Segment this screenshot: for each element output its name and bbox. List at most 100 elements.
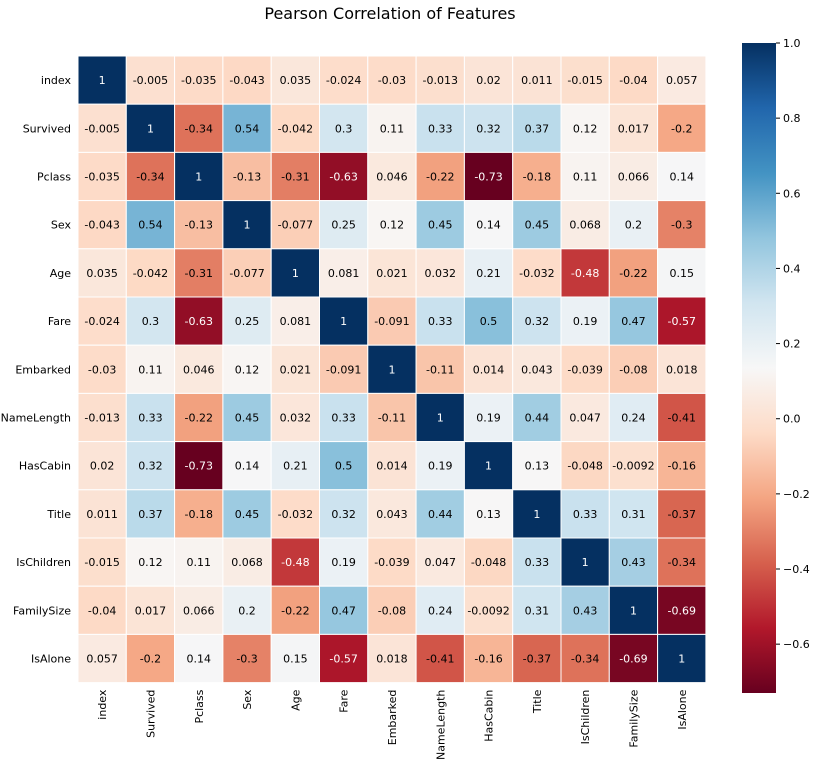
cell-value-label: 0.37 xyxy=(525,122,550,135)
cell-value-label: 0.15 xyxy=(670,267,695,280)
heatmap-cell xyxy=(367,248,417,298)
heatmap-cell xyxy=(125,296,176,346)
cell-value-label: 1 xyxy=(678,653,685,666)
cell-value-label: -0.57 xyxy=(329,653,357,666)
y-tick-label: NameLength xyxy=(1,412,71,425)
heatmap-cell xyxy=(463,344,514,394)
heatmap-cell xyxy=(222,200,272,250)
cell-value-label: -0.04 xyxy=(619,74,647,87)
cell-value-label: 0.45 xyxy=(428,219,453,232)
cell-value-label: 0.45 xyxy=(235,508,260,521)
heatmap-cell xyxy=(512,103,562,153)
heatmap-cell xyxy=(319,103,369,153)
heatmap-cell xyxy=(174,151,224,202)
heatmap-cell xyxy=(77,537,127,587)
cell-value-label: 0.44 xyxy=(525,412,550,425)
y-tick-label: IsChildren xyxy=(16,556,71,569)
x-axis-tick-labels: index Survived Pclass Sex Age Fare Embarked Nam… xyxy=(96,689,689,759)
heatmap-cell xyxy=(367,585,417,635)
chart-title: Pearson Correlation of Features xyxy=(264,4,515,23)
cell-value-label: -0.032 xyxy=(519,267,554,280)
heatmap-cell xyxy=(270,489,321,539)
cell-value-label: 0.11 xyxy=(573,171,598,184)
heatmap-cell xyxy=(174,248,224,298)
x-tick-label: Fare xyxy=(338,689,351,712)
cell-value-label: 0.035 xyxy=(86,267,118,280)
heatmap-cell xyxy=(125,55,176,105)
cell-value-label: 0.3 xyxy=(335,122,353,135)
y-tick-label: Title xyxy=(46,508,71,521)
heatmap-cell xyxy=(319,200,369,250)
y-tick-label: Embarked xyxy=(15,363,71,376)
cell-value-label: -0.63 xyxy=(185,315,213,328)
heatmap-cell xyxy=(174,489,224,539)
cell-value-label: 0.31 xyxy=(621,508,646,521)
heatmap-cell xyxy=(512,344,562,394)
cell-value-label: -0.03 xyxy=(378,74,406,87)
heatmap-cell xyxy=(512,489,562,539)
heatmap-cell xyxy=(270,585,321,635)
colorbar-tick-label: −0.2 xyxy=(783,488,810,501)
cell-value-label: 0.014 xyxy=(473,363,505,376)
cell-value-label: 0.33 xyxy=(138,412,163,425)
heatmap-cell xyxy=(222,489,272,539)
cell-value-label: 0.14 xyxy=(670,171,695,184)
cell-value-label: -0.16 xyxy=(668,460,696,473)
heatmap-cell xyxy=(657,151,707,202)
cell-value-label: -0.34 xyxy=(136,171,164,184)
cell-value-label: -0.043 xyxy=(84,219,119,232)
heatmap-cell xyxy=(367,344,417,394)
heatmap-cell xyxy=(174,344,224,394)
x-tick-label: Pclass xyxy=(193,689,206,723)
cell-value-label: 0.12 xyxy=(235,363,260,376)
heatmap-cell xyxy=(125,489,176,539)
cell-value-label: 0.046 xyxy=(376,171,408,184)
cell-value-label: 0.081 xyxy=(280,315,312,328)
cell-value-label: -0.18 xyxy=(523,171,551,184)
cell-value-label: -0.63 xyxy=(329,171,357,184)
heatmap-cell xyxy=(657,585,707,635)
cell-value-label: -0.035 xyxy=(84,171,119,184)
heatmap-cell xyxy=(77,55,127,105)
y-tick-label: IsAlone xyxy=(31,653,71,666)
cell-value-label: 1 xyxy=(630,604,637,617)
cell-value-label: 1 xyxy=(485,460,492,473)
y-tick-label: Age xyxy=(50,267,72,280)
cell-value-label: -0.41 xyxy=(426,653,454,666)
heatmap-cell xyxy=(77,103,127,153)
cell-value-label: 0.032 xyxy=(280,412,312,425)
x-tick-label: index xyxy=(96,689,109,720)
x-tick-label: HasCabin xyxy=(483,690,496,742)
cell-value-label: 1 xyxy=(244,219,251,232)
y-axis-tick-labels: index Survived Pclass Sex Age Fare Embarked Nam… xyxy=(1,74,72,665)
x-tick-label: Title xyxy=(531,689,544,714)
colorbar-bar xyxy=(742,43,776,693)
cell-value-label: -0.69 xyxy=(668,604,696,617)
heatmap-cell xyxy=(77,248,127,298)
cell-value-label: 1 xyxy=(147,122,154,135)
cell-value-label: 1 xyxy=(292,267,299,280)
cell-value-label: -0.005 xyxy=(84,122,119,135)
heatmap-cell xyxy=(367,200,417,250)
heatmap-cell xyxy=(367,633,417,684)
heatmap-cell xyxy=(463,537,514,587)
heatmap-cell xyxy=(222,296,272,346)
heatmap-cell xyxy=(125,248,176,298)
heatmap-cell xyxy=(608,441,659,491)
cell-value-label: 0.33 xyxy=(525,556,550,569)
heatmap-cell xyxy=(222,344,272,394)
heatmap-cell xyxy=(512,200,562,250)
x-tick-label: Survived xyxy=(144,690,157,738)
cell-value-label: -0.03 xyxy=(88,363,116,376)
heatmap-cell xyxy=(657,296,707,346)
heatmap-cell xyxy=(270,151,321,202)
cell-value-label: -0.22 xyxy=(619,267,647,280)
heatmap-cell xyxy=(319,585,369,635)
cell-value-label: 0.047 xyxy=(425,556,457,569)
colorbar-tick-label: −0.4 xyxy=(783,563,810,576)
cell-value-label: 1 xyxy=(533,508,540,521)
x-tick-label: Sex xyxy=(241,689,254,710)
cell-value-label: 0.043 xyxy=(521,363,553,376)
cell-value-label: 0.24 xyxy=(621,412,646,425)
heatmap-cell xyxy=(463,248,514,298)
